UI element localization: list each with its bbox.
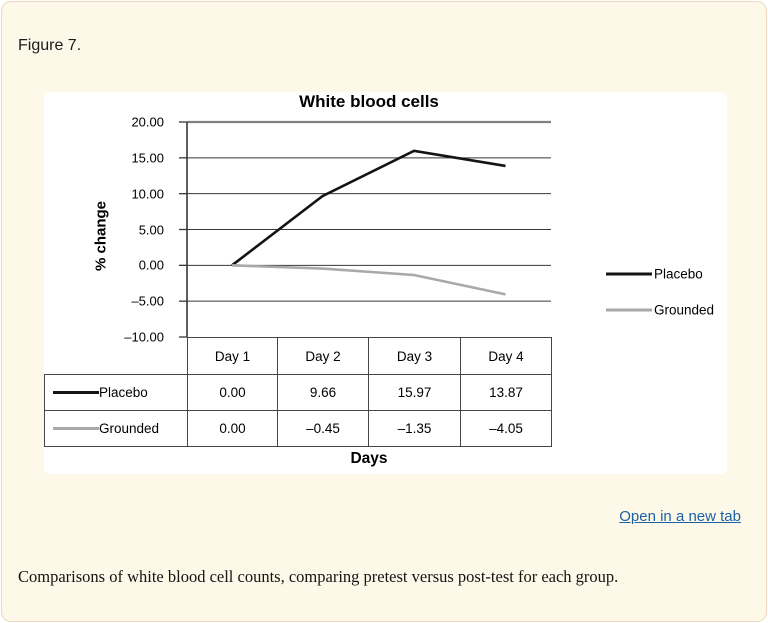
table-row-placebo: Placebo 0.00 9.66 15.97 13.87 — [44, 374, 552, 411]
column-header: Day 3 — [368, 337, 461, 375]
chart-title: White blood cells — [299, 92, 439, 111]
value-cell: 13.87 — [460, 374, 552, 411]
row-label-cell-grounded: Grounded — [44, 410, 188, 447]
row-line-sample-placebo — [53, 391, 99, 394]
legend-entry-grounded: Grounded — [606, 303, 714, 318]
value-cell: 0.00 — [187, 374, 278, 411]
value-cell: 0.00 — [187, 410, 278, 447]
row-label-grounded: Grounded — [99, 421, 160, 436]
legend-line-grounded — [606, 308, 652, 312]
table-corner-cell — [45, 338, 188, 375]
legend-entry-placebo: Placebo — [606, 267, 703, 282]
value-cell: –0.45 — [277, 410, 369, 447]
x-axis-title: Days — [350, 450, 388, 467]
y-tick-label: –5.00 — [131, 293, 164, 309]
value-cell: –4.05 — [460, 410, 552, 447]
y-tick-label: –10.00 — [124, 329, 164, 345]
y-tick-label: 20.00 — [131, 114, 164, 130]
table-row-grounded: Grounded 0.00 –0.45 –1.35 –4.05 — [44, 410, 552, 447]
row-label-cell-placebo: Placebo — [44, 374, 188, 411]
figure-image-panel: White blood cells % change 20.00 15.00 1… — [44, 92, 727, 474]
row-label-placebo: Placebo — [99, 385, 148, 400]
data-table: Day 1 Day 2 Day 3 Day 4 Placebo 0.00 9.6… — [44, 337, 552, 447]
value-cell: 9.66 — [277, 374, 369, 411]
y-tick-label: 10.00 — [131, 186, 164, 202]
legend-line-placebo — [606, 272, 652, 276]
figure-caption: Comparisons of white blood cell counts, … — [18, 567, 619, 586]
y-tick-label: 15.00 — [131, 150, 164, 166]
value-cell: 15.97 — [368, 374, 461, 411]
y-tick-label: 5.00 — [138, 222, 164, 237]
y-tick-label: 0.00 — [138, 257, 164, 273]
open-in-new-tab-link[interactable]: Open in a new tab — [619, 508, 741, 525]
figure-label: Figure 7. — [18, 37, 82, 54]
legend-label-grounded: Grounded — [654, 302, 715, 318]
plot-svg — [179, 120, 551, 338]
row-line-sample-grounded — [53, 427, 99, 430]
legend-label-placebo: Placebo — [654, 266, 703, 282]
y-axis-tick-labels: 20.00 15.00 10.00 5.00 0.00 –5.00 –10.00 — [44, 92, 164, 474]
value-cell: –1.35 — [368, 410, 461, 447]
column-header: Day 2 — [277, 337, 369, 375]
column-header: Day 4 — [460, 337, 552, 375]
table-header-row: Day 1 Day 2 Day 3 Day 4 — [45, 337, 552, 375]
column-header: Day 1 — [187, 337, 278, 375]
